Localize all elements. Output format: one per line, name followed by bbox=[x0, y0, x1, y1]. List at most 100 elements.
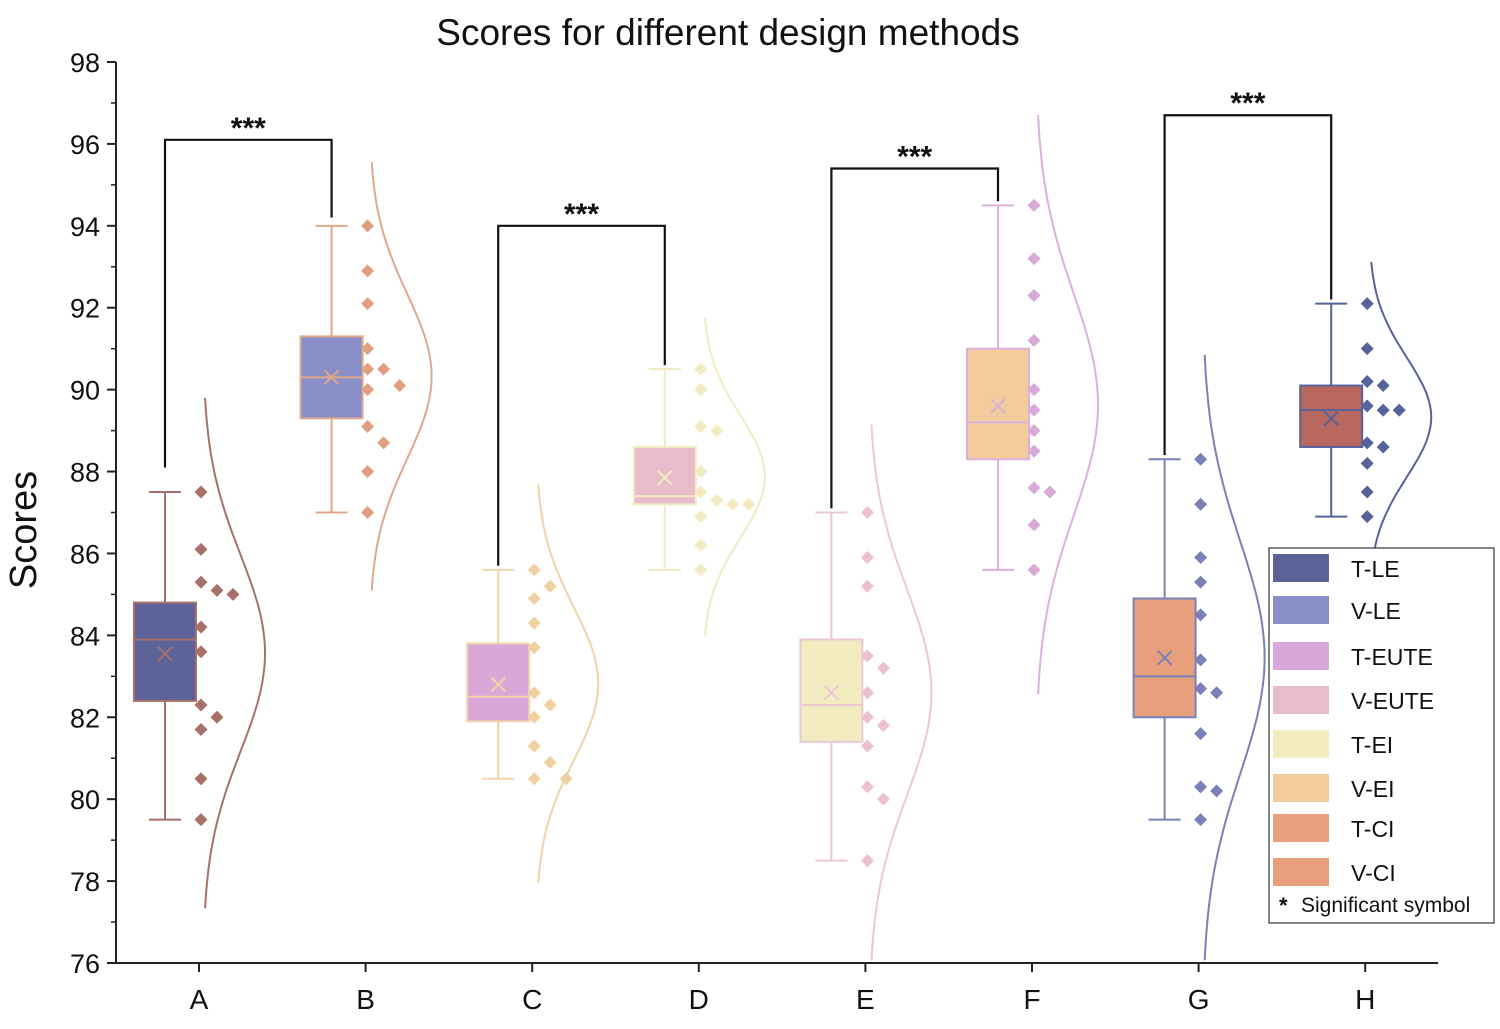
data-point bbox=[1027, 444, 1041, 458]
chart-title: Scores for different design methods bbox=[436, 12, 1019, 53]
data-point bbox=[527, 686, 541, 700]
data-point bbox=[1027, 424, 1041, 438]
data-point bbox=[710, 424, 724, 438]
data-point bbox=[361, 419, 375, 433]
data-point bbox=[1360, 374, 1374, 388]
y-axis-label: Scores bbox=[3, 471, 45, 589]
data-point bbox=[1027, 288, 1041, 302]
significance-bracket bbox=[1163, 114, 1333, 456]
legend-swatch bbox=[1273, 774, 1329, 802]
legend-label: T-EI bbox=[1351, 732, 1393, 758]
legend-swatch bbox=[1273, 554, 1329, 582]
legend-swatch bbox=[1273, 858, 1329, 886]
data-point bbox=[543, 755, 557, 769]
data-point bbox=[527, 641, 541, 655]
data-point bbox=[1027, 481, 1041, 495]
mean-marker bbox=[1156, 650, 1173, 666]
y-tick-label: 76 bbox=[70, 949, 100, 979]
data-point bbox=[194, 772, 208, 786]
data-point bbox=[860, 579, 874, 593]
mean-marker bbox=[823, 684, 840, 701]
data-point bbox=[1360, 436, 1374, 450]
legend: T-LE V-LE T-EUTE V-EUTE T-EI V-EI T-CI V-CI * Sig… bbox=[1268, 547, 1495, 924]
significance-label: *** bbox=[897, 140, 932, 173]
significance-bracket bbox=[163, 138, 333, 468]
data-point bbox=[860, 686, 874, 700]
data-point bbox=[1194, 653, 1208, 667]
data-point bbox=[1043, 485, 1057, 499]
y-tick-label: 84 bbox=[70, 621, 100, 651]
data-point bbox=[876, 718, 890, 732]
data-point bbox=[1210, 784, 1224, 798]
y-tick-label: 96 bbox=[70, 130, 100, 160]
y-tick-label: 82 bbox=[70, 703, 100, 733]
significance-bracket bbox=[830, 167, 1000, 509]
data-point bbox=[694, 465, 708, 479]
data-point bbox=[361, 264, 375, 278]
data-point bbox=[527, 616, 541, 630]
data-point bbox=[1027, 252, 1041, 266]
distribution-curve bbox=[204, 397, 267, 909]
data-point bbox=[1194, 813, 1208, 827]
data-point bbox=[860, 710, 874, 724]
data-point bbox=[194, 542, 208, 556]
legend-note-symbol: * bbox=[1279, 893, 1288, 918]
box-iqr bbox=[133, 601, 197, 702]
significance-label: *** bbox=[1230, 87, 1265, 120]
data-point bbox=[361, 506, 375, 519]
x-tick-label: E bbox=[856, 984, 875, 1015]
data-point bbox=[876, 792, 890, 806]
significance-bracket bbox=[497, 224, 666, 566]
data-point bbox=[194, 698, 208, 712]
data-point bbox=[1194, 780, 1208, 794]
data-point bbox=[1027, 383, 1041, 397]
data-point bbox=[694, 362, 708, 376]
mean-marker bbox=[323, 369, 340, 386]
data-point bbox=[860, 551, 874, 565]
data-point bbox=[559, 772, 573, 786]
data-point bbox=[361, 362, 375, 376]
data-point bbox=[377, 362, 391, 376]
y-tick-label: 78 bbox=[70, 867, 100, 897]
legend-label: V-LE bbox=[1351, 598, 1401, 624]
data-point bbox=[694, 510, 708, 524]
legend-label: T-LE bbox=[1351, 556, 1400, 582]
data-point bbox=[527, 592, 541, 606]
data-point bbox=[1392, 403, 1406, 417]
data-point bbox=[361, 383, 375, 397]
x-tick-label: B bbox=[356, 984, 375, 1015]
box-iqr bbox=[966, 347, 1030, 461]
x-tick-label: A bbox=[190, 984, 209, 1015]
data-point bbox=[1194, 608, 1208, 622]
data-point bbox=[860, 854, 874, 868]
data-point bbox=[194, 645, 208, 659]
data-point bbox=[1027, 563, 1041, 577]
x-tick-label: D bbox=[689, 984, 709, 1015]
data-point bbox=[694, 563, 708, 577]
data-point bbox=[1360, 297, 1374, 311]
data-point bbox=[1376, 379, 1390, 393]
data-point bbox=[1360, 399, 1374, 413]
y-tick-label: 86 bbox=[70, 539, 100, 569]
significance-label: *** bbox=[564, 198, 599, 231]
data-point bbox=[694, 538, 708, 552]
data-point bbox=[1027, 198, 1041, 212]
legend-label: V-EI bbox=[1351, 776, 1394, 802]
y-tick-label: 94 bbox=[70, 212, 100, 242]
data-point bbox=[1360, 485, 1374, 499]
data-point bbox=[1194, 551, 1208, 565]
data-point bbox=[860, 780, 874, 794]
data-point bbox=[1360, 342, 1374, 356]
mean-marker bbox=[490, 676, 506, 693]
data-point bbox=[361, 465, 375, 479]
data-point bbox=[860, 739, 874, 753]
data-point bbox=[1360, 510, 1374, 524]
legend-swatch bbox=[1273, 596, 1329, 624]
data-point bbox=[194, 575, 208, 589]
mean-marker bbox=[990, 398, 1006, 414]
data-point bbox=[377, 436, 391, 450]
data-point bbox=[1027, 403, 1041, 417]
data-point bbox=[1360, 456, 1374, 470]
data-point bbox=[1194, 575, 1208, 589]
